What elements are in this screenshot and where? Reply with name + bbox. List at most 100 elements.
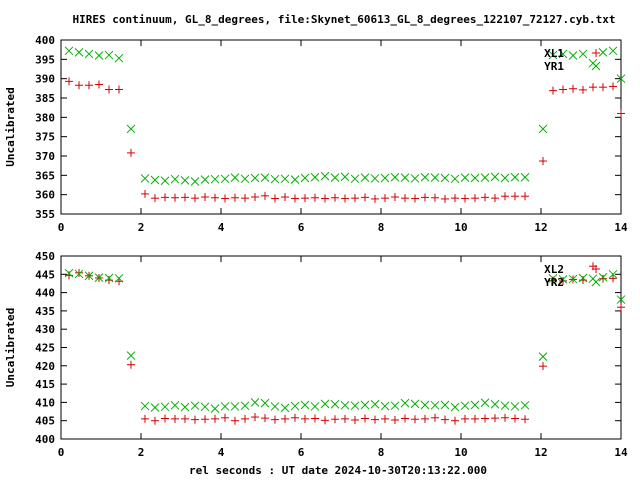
plus-marker xyxy=(371,415,379,424)
cross-marker xyxy=(150,175,160,185)
cross-marker xyxy=(280,403,290,413)
plus-marker xyxy=(361,193,369,202)
cross-marker xyxy=(170,174,180,184)
x-tick-label: 14 xyxy=(614,446,628,459)
plus-marker xyxy=(461,194,469,203)
cross-marker xyxy=(270,174,280,184)
plus-marker xyxy=(85,81,93,90)
cross-marker xyxy=(140,401,150,411)
plus-marker xyxy=(321,194,329,203)
plus-marker xyxy=(251,192,259,201)
plus-marker xyxy=(311,193,319,202)
x-tick-label: 10 xyxy=(454,221,467,234)
plus-marker xyxy=(569,84,577,93)
plus-marker xyxy=(481,193,489,202)
plus-marker xyxy=(211,414,219,423)
legend-marker xyxy=(591,61,601,71)
plus-marker xyxy=(617,109,625,118)
plus-marker xyxy=(609,274,617,283)
cross-marker xyxy=(608,269,618,279)
plus-marker xyxy=(221,194,229,203)
bottom-panel: 400 405 410 415 420 425 430 435 440 445 450 0 2 4 6 8 10… xyxy=(4,250,628,459)
y-tick-label: 440 xyxy=(35,287,55,300)
plus-marker xyxy=(411,194,419,203)
x-tick-label: 2 xyxy=(138,221,145,234)
plus-marker xyxy=(391,192,399,201)
cross-marker xyxy=(400,173,410,183)
cross-marker xyxy=(290,401,300,411)
cross-marker xyxy=(490,172,500,182)
cross-marker xyxy=(440,173,450,183)
cross-marker xyxy=(538,352,548,362)
cross-marker xyxy=(64,268,74,278)
plus-marker xyxy=(181,414,189,423)
cross-marker xyxy=(94,273,104,282)
cross-marker xyxy=(160,176,170,186)
cross-marker xyxy=(270,402,280,411)
plus-marker xyxy=(191,194,199,203)
y-tick-label: 375 xyxy=(35,131,55,144)
plus-marker xyxy=(401,414,409,423)
plus-marker xyxy=(141,414,149,423)
cross-marker xyxy=(510,402,520,411)
plus-marker xyxy=(461,414,469,423)
plus-marker xyxy=(151,194,159,203)
plus-marker xyxy=(241,414,249,423)
plus-marker xyxy=(411,415,419,424)
plus-marker xyxy=(171,414,179,423)
plus-marker xyxy=(501,413,509,422)
cross-marker xyxy=(490,399,500,409)
plus-marker xyxy=(511,414,519,423)
cross-marker xyxy=(548,50,558,60)
cross-marker xyxy=(616,295,626,304)
plus-marker xyxy=(301,414,309,423)
cross-marker xyxy=(104,50,114,60)
y-tick-label: 445 xyxy=(35,268,55,281)
x-tick-label: 6 xyxy=(298,221,305,234)
cross-marker xyxy=(320,171,330,181)
legend-marker xyxy=(592,265,600,273)
cross-marker xyxy=(460,401,470,411)
y-axis-label: Uncalibrated xyxy=(4,87,17,166)
x-tick-label: 0 xyxy=(58,221,65,234)
plus-marker xyxy=(161,414,169,423)
plus-marker xyxy=(549,86,557,95)
cross-marker xyxy=(300,400,310,410)
cross-marker xyxy=(240,401,250,411)
plus-marker xyxy=(441,415,449,424)
cross-marker xyxy=(500,173,510,183)
plus-marker xyxy=(75,268,83,277)
data-points xyxy=(64,262,626,425)
cross-marker xyxy=(480,398,490,408)
cross-marker xyxy=(240,174,250,184)
cross-marker xyxy=(320,399,330,409)
y-tick-label: 395 xyxy=(35,53,55,66)
cross-marker xyxy=(340,172,350,182)
cross-marker xyxy=(180,176,190,185)
plus-marker xyxy=(539,157,547,166)
cross-marker xyxy=(430,173,440,183)
cross-marker xyxy=(470,400,480,410)
cross-marker xyxy=(390,401,400,411)
cross-marker xyxy=(420,172,430,182)
cross-marker xyxy=(180,402,190,412)
legend-marker xyxy=(591,277,601,287)
plus-marker xyxy=(539,362,547,371)
cross-marker xyxy=(370,174,380,183)
cross-marker xyxy=(280,174,290,184)
y-tick-label: 425 xyxy=(35,342,55,355)
plus-marker xyxy=(559,85,567,94)
legend-label: YR2 xyxy=(544,276,564,289)
plus-marker xyxy=(431,413,439,422)
cross-marker xyxy=(500,401,510,411)
plus-marker xyxy=(201,192,209,201)
y-tick-label: 420 xyxy=(35,360,55,373)
plus-marker xyxy=(231,416,239,425)
y-tick-label: 370 xyxy=(35,150,55,163)
plus-marker xyxy=(579,85,587,94)
y-tick-label: 410 xyxy=(35,396,55,409)
plus-marker xyxy=(589,83,597,92)
plus-marker xyxy=(141,189,149,198)
cross-marker xyxy=(310,402,320,411)
plus-marker xyxy=(501,192,509,201)
